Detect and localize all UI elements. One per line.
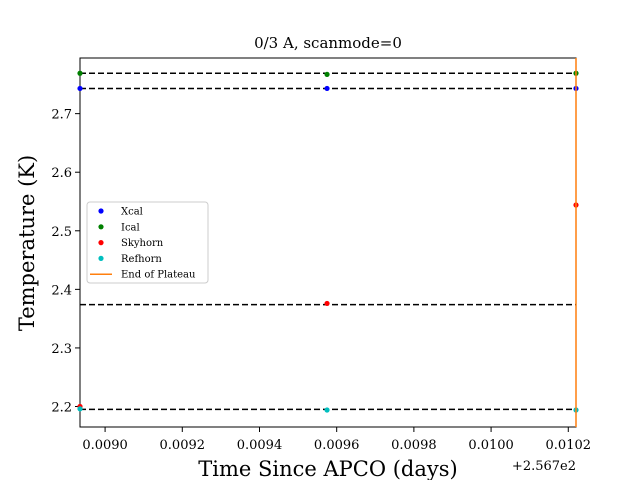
x-offset-label: +2.567e2	[512, 459, 576, 474]
y-tick-label: 2.2	[51, 401, 72, 416]
skyhorn-point	[324, 300, 330, 307]
y-tick-label: 2.5	[51, 225, 72, 240]
legend-swatch	[98, 240, 104, 246]
xcal-point	[324, 85, 330, 92]
legend-swatch	[98, 224, 104, 230]
x-tick-label: 0.0092	[160, 438, 206, 453]
x-tick-label: 0.0090	[82, 438, 128, 453]
y-tick-label: 2.6	[51, 166, 72, 181]
legend-label: End of Plateau	[121, 270, 196, 281]
legend-label: Refhorn	[121, 254, 162, 265]
x-tick-label: 0.0094	[237, 438, 283, 453]
y-tick-label: 2.4	[51, 283, 72, 298]
x-tick-label: 0.0096	[314, 438, 360, 453]
x-tick-label: 0.0100	[468, 438, 514, 453]
x-tick-label: 0.0102	[546, 438, 592, 453]
refhorn-point	[324, 407, 330, 413]
x-axis-title: Time Since APCO (days)	[198, 457, 457, 480]
plot-area: 0.0090 0.0092 0.0094 0.0096 0.0098 0.0100 0.01…	[51, 57, 592, 453]
legend-swatch	[98, 255, 104, 261]
legend: Xcal Ical Skyhorn Refhorn End of Plateau	[86, 201, 209, 284]
y-tick-label: 2.7	[51, 108, 72, 123]
refhorn-point	[77, 406, 83, 412]
chart-title: 0/3 A, scanmode=0	[254, 34, 402, 52]
x-tick-label: 0.0098	[391, 438, 437, 453]
legend-label: Skyhorn	[121, 238, 164, 249]
y-tick-label: 2.3	[51, 342, 72, 357]
legend-swatch	[98, 208, 104, 214]
legend-frame	[86, 201, 209, 284]
xcal-point	[77, 85, 83, 92]
y-axis-title: Temperature (K)	[15, 155, 39, 331]
legend-label: Ical	[121, 222, 140, 233]
ical-point	[77, 70, 83, 76]
ical-point	[324, 71, 330, 77]
legend-label: Xcal	[121, 207, 143, 218]
